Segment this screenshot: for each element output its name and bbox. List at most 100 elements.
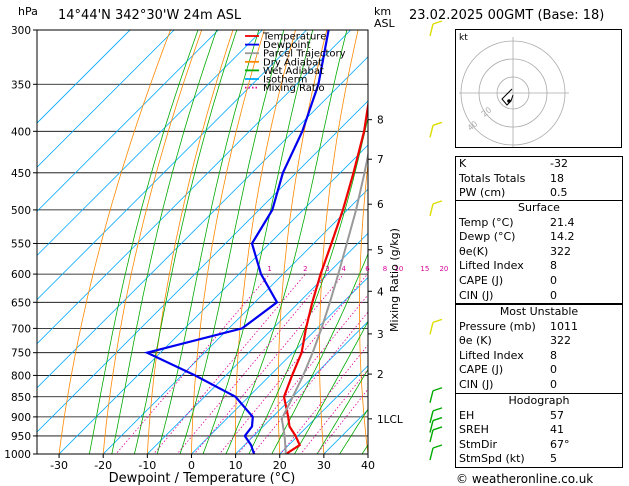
index-row: Totals Totals 18 (459, 171, 564, 185)
pressure-tick-label: 750 (11, 348, 31, 360)
most-unstable-row: Pressure (mb) 1011 (459, 319, 578, 333)
most-unstable-row: CIN (J) 0 (459, 377, 557, 391)
isotherm (37, 30, 175, 168)
wet-adiabat (294, 320, 368, 454)
storm-motion-marker (507, 99, 511, 103)
pressure-tick-label: 550 (11, 238, 31, 250)
hpa-unit-label: hPa (18, 5, 38, 18)
wet-adiabat (88, 30, 199, 454)
legend-entry: Dry Adiabat (263, 57, 322, 68)
hodograph-stats-row: SREH 41 (459, 423, 564, 437)
pressure-tick-label: 700 (11, 323, 31, 335)
indices-panel: K -32 Totals Totals 18 PW (cm) 0.5 (455, 156, 623, 202)
pressure-tick-label: 500 (11, 205, 31, 217)
dry-adiabat (102, 30, 203, 454)
wind-barb-flag (432, 20, 443, 25)
wind-barb-flag (432, 318, 443, 324)
mixing-ratio-line (193, 273, 345, 454)
legend-entry: Mixing Ratio (263, 83, 325, 94)
pressure-tick-label: 950 (11, 431, 31, 443)
legend-entry: Parcel Trajectory (263, 49, 346, 60)
index-row: K -32 (459, 157, 568, 170)
surface-row: CAPE (J) 0 (459, 273, 557, 287)
pressure-tick-label: 400 (11, 126, 31, 138)
mixing-ratio-label: 3 (325, 265, 329, 273)
dewpoint-profile (143, 30, 330, 454)
hodograph-unit: kt (459, 33, 468, 43)
wet-adiabat (111, 30, 218, 454)
most-unstable-panel: Most Unstable Pressure (mb) 1011 θe (K) 32… (455, 304, 623, 394)
mixing-ratio-label: 2 (303, 265, 307, 273)
legend-entry: Temperature (262, 32, 326, 43)
isotherm (279, 365, 368, 454)
wet-adiabat (202, 30, 314, 454)
surface-row: Temp (°C) 21.4 (459, 215, 575, 229)
pressure-tick-label: 900 (11, 412, 31, 424)
height-tick-label: 5 (377, 245, 384, 257)
height-tick-label: 4 (377, 286, 384, 298)
temperature-tick-label: -10 (138, 459, 156, 472)
location-header: 14°44'N 342°30'W 24m ASL (58, 8, 242, 23)
wet-adiabat (316, 368, 368, 454)
hodograph-stats-row: EH 57 (459, 408, 564, 422)
mixing-ratio-label: 15 (420, 265, 429, 273)
mixing-ratio-line (279, 344, 368, 454)
wind-barb-flag (432, 444, 443, 449)
wind-barb-flag (432, 407, 443, 412)
dry-adiabat (235, 30, 297, 454)
legend-entry: Isotherm (263, 75, 307, 86)
dry-adiabat (359, 160, 368, 454)
height-tick-label: 7 (377, 154, 384, 166)
pressure-tick-label: 350 (11, 79, 31, 91)
wind-barb (429, 390, 434, 403)
isotherm (235, 321, 368, 454)
mixing-ratio-label: 1 (267, 265, 271, 273)
pressure-tick-label: 450 (11, 168, 31, 180)
km-unit-label: km (374, 5, 391, 18)
isotherm (37, 100, 368, 433)
isotherm (37, 30, 131, 124)
hodograph-stats-row: StmSpd (kt) 5 (459, 452, 557, 466)
most-unstable-row: Lifted Index 8 (459, 348, 557, 362)
mixing-ratio-line (153, 273, 306, 454)
mixing-ratio-label: 6 (365, 265, 370, 273)
datetime-header: 23.02.2025 00GMT (Base: 18) (409, 8, 605, 23)
surface-row: θe(K) 322 (459, 244, 571, 258)
temperature-tick-label: 40 (361, 459, 375, 472)
wind-barb (429, 322, 434, 335)
wet-adiabat (271, 252, 368, 454)
wind-barb (429, 410, 434, 424)
height-tick-label: 1LCL (377, 414, 403, 426)
isotherm (37, 30, 352, 345)
legend-entry: Wet Adiabat (263, 66, 324, 77)
mixing-ratio-label: 8 (383, 265, 387, 273)
hodograph-stats-title: Hodograph (508, 394, 570, 407)
temperature-tick-label: 10 (229, 459, 243, 472)
mixing-ratio-label: 4 (341, 265, 346, 273)
pressure-tick-label: 600 (11, 269, 31, 281)
isotherm (37, 30, 263, 256)
height-tick-label: 8 (377, 115, 384, 127)
pressure-tick-label: 300 (11, 25, 31, 37)
wet-adiabat (225, 30, 348, 454)
surface-row: Dewp (°C) 14.2 (459, 230, 575, 244)
pressure-tick-label: 800 (11, 370, 31, 382)
dry-adiabat (319, 30, 359, 454)
plot-frame (36, 29, 369, 455)
mixing-ratio-label: 20 (439, 265, 448, 273)
temperature-profile (282, 99, 368, 454)
wet-adiabat (339, 408, 368, 454)
most-unstable-row: CAPE (J) 0 (459, 363, 557, 377)
asl-unit-label: ASL (374, 17, 396, 30)
legend-entry: Dewpoint (263, 40, 311, 51)
mixing-ratio-axis-label: Mixing Ratio (g/kg) (388, 228, 401, 332)
wind-barb (429, 447, 434, 461)
wind-barb (429, 429, 434, 443)
wind-barb (429, 23, 434, 37)
pressure-tick-label: 650 (11, 297, 31, 309)
mixing-ratio-line (300, 368, 368, 454)
dry-adiabat (58, 30, 171, 454)
wind-barb (429, 420, 434, 433)
hodograph-trace (501, 88, 514, 106)
